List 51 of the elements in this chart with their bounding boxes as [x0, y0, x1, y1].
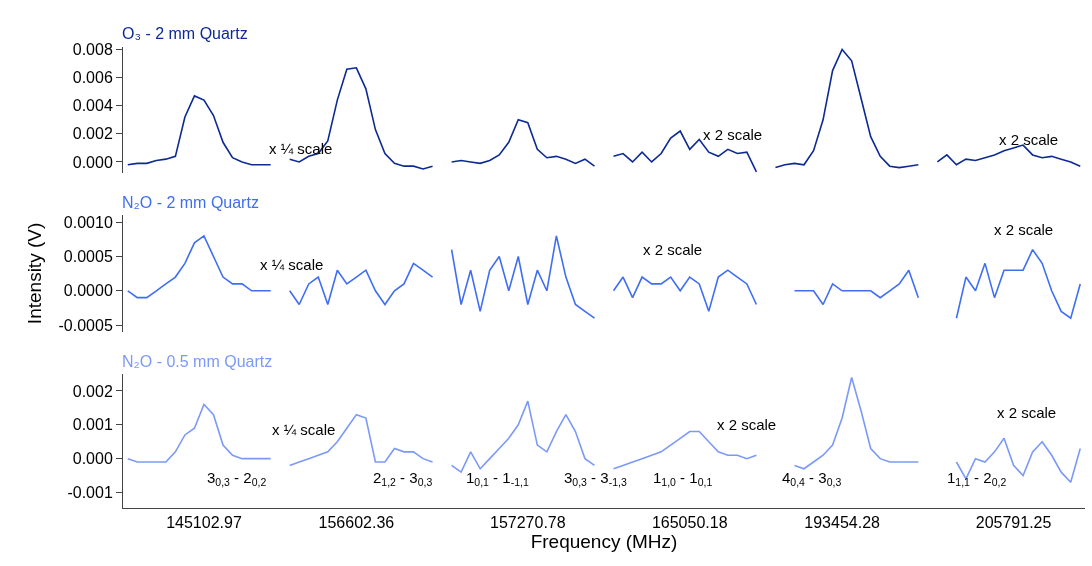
y-tick-label: -0.0005 [58, 316, 113, 334]
annotation: 2$_{1,2}$ - 3$_{0,3}$ [373, 469, 433, 489]
line-series [612, 430, 758, 470]
line-series [126, 235, 272, 299]
y-tick-label: 0.008 [72, 41, 113, 59]
y-tick-label: 0.004 [72, 97, 113, 115]
line-series [955, 248, 1082, 320]
annotation: x 2 scale [994, 221, 1054, 238]
line-series [126, 403, 272, 463]
y-tick-label: 0.001 [72, 416, 113, 434]
annotation: x 2 scale [703, 126, 763, 143]
chart-title: N₂O - 0.5 mm Quartz [122, 353, 273, 370]
y-tick-label: 0.0010 [63, 213, 113, 231]
x-tick-label: 156602.36 [318, 514, 395, 532]
y-axis-title: Intensity (V) [23, 222, 45, 325]
line-series [793, 376, 920, 470]
x-tick-label: 145102.97 [166, 514, 242, 532]
x-tick-label: 165050.18 [651, 514, 728, 532]
y-tick-label: 0.0005 [63, 248, 113, 266]
annotation: x ¼ scale [272, 421, 336, 438]
annotation: x 2 scale [999, 131, 1059, 148]
annotation: 1$_{1,0}$ - 1$_{0,1}$ [653, 469, 713, 489]
y-tick-label: 0.002 [72, 125, 113, 143]
x-tick-label: 157270.78 [489, 514, 566, 532]
chart-title: O₃ - 2 mm Quartz [122, 25, 248, 42]
y-tick-label: -0.001 [67, 484, 113, 502]
annotation: x 2 scale [997, 404, 1057, 421]
annotation: x ¼ scale [260, 256, 324, 273]
line-series [450, 400, 596, 473]
annotation: 1$_{0,1}$ - 1$_{-1,1}$ [466, 469, 529, 489]
line-series [793, 269, 920, 306]
x-tick-label: 193454.28 [804, 514, 881, 532]
annotation: x 2 scale [717, 416, 777, 433]
x-axis-title: Frequency (MHz) [530, 531, 678, 553]
y-tick-label: 0.000 [72, 153, 113, 171]
annotation: 3$_{0,3}$ - 2$_{0,2}$ [207, 469, 267, 489]
y-tick-label: 0.006 [72, 69, 113, 87]
annotation: 3$_{0,3}$ - 3$_{-1,3}$ [564, 469, 627, 489]
y-tick-label: 0.002 [72, 382, 113, 400]
y-tick-label: 0.000 [72, 450, 113, 468]
line-series [936, 144, 1082, 167]
line-series [450, 119, 596, 167]
y-tick-label: 0.0000 [63, 282, 113, 300]
line-series [612, 269, 758, 313]
chart-title: N₂O - 2 mm Quartz [122, 194, 259, 211]
annotation: x 2 scale [643, 241, 703, 258]
x-tick-label: 205791.25 [975, 514, 1052, 532]
line-series [774, 48, 920, 169]
annotation: 1$_{1,1}$ - 2$_{0,2}$ [947, 469, 1007, 489]
annotation: 4$_{0,4}$ - 3$_{0,3}$ [782, 469, 842, 489]
line-series [450, 235, 596, 320]
